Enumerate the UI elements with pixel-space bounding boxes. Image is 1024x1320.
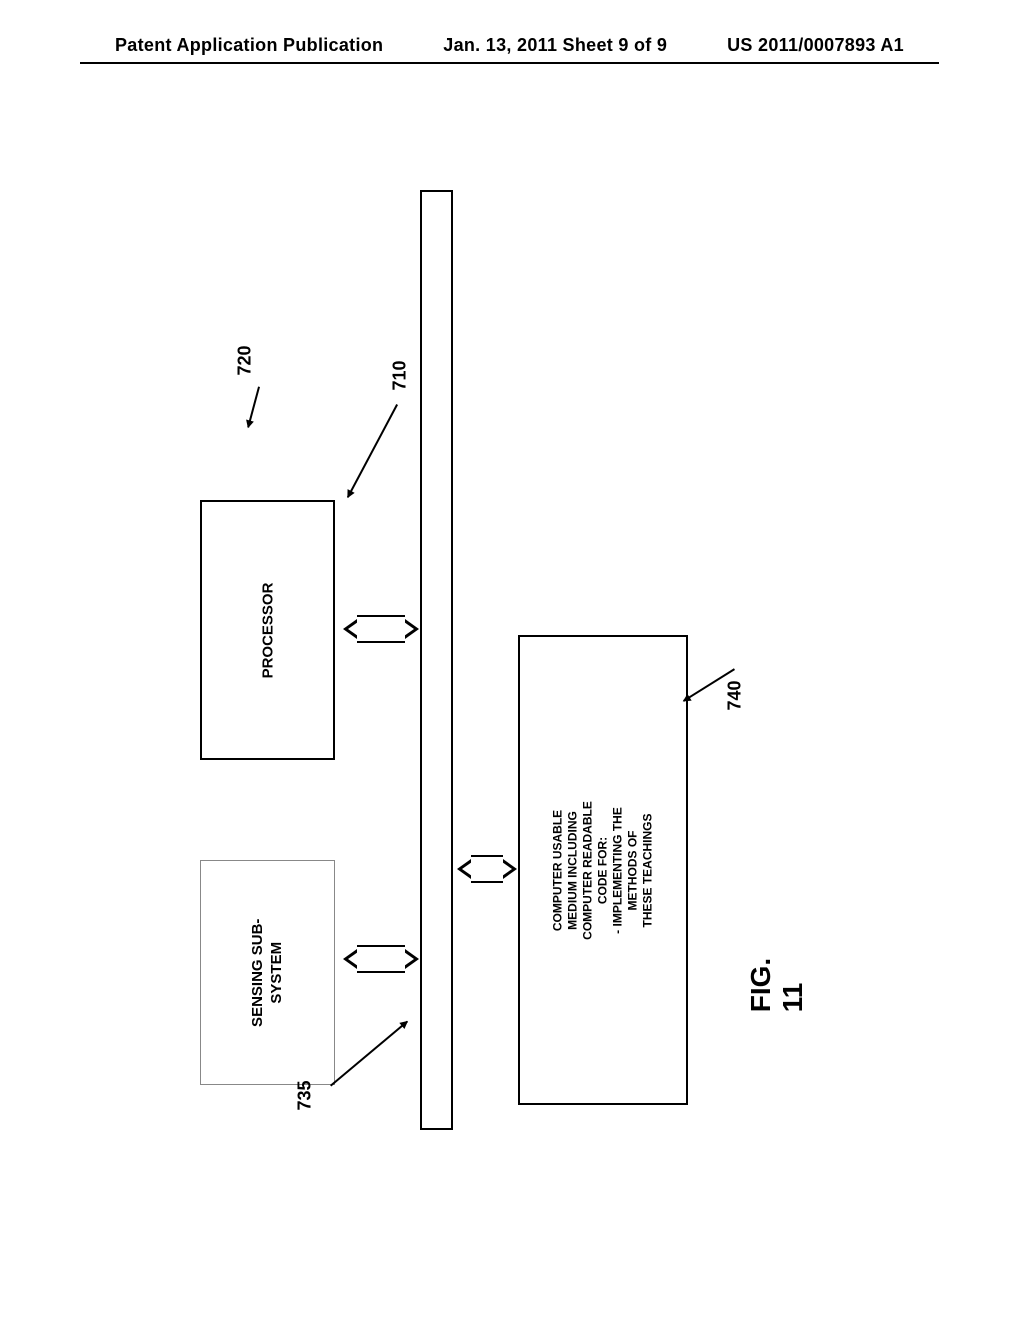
processor-label: PROCESSOR (259, 582, 276, 678)
sensing-line1: SENSING SUB- (249, 918, 266, 1026)
page-header: Patent Application Publication Jan. 13, … (0, 35, 1024, 56)
leader-735 (330, 1021, 408, 1087)
medium-box: COMPUTER USABLE MEDIUM INCLUDING COMPUTE… (518, 635, 688, 1105)
arrow-bus-medium (471, 855, 503, 883)
figure-11-diagram: SENSING SUB- SYSTEM 720 PROCESSOR 710 73… (200, 190, 800, 1130)
header-left: Patent Application Publication (115, 35, 383, 56)
sensing-subsystem-box: SENSING SUB- SYSTEM (200, 860, 335, 1085)
medium-line1: COMPUTER USABLE MEDIUM INCLUDING (551, 809, 580, 930)
sensing-line2: SYSTEM (268, 942, 285, 1004)
medium-line3: - IMPLEMENTING THE METHODS OF (611, 807, 640, 934)
ref-710: 710 (390, 360, 411, 390)
header-right: US 2011/0007893 A1 (727, 35, 904, 56)
processor-box: PROCESSOR (200, 500, 335, 760)
medium-line4: THESE TEACHINGS (641, 813, 655, 927)
ref-740: 740 (725, 680, 746, 710)
bus-box (420, 190, 453, 1130)
medium-line2: COMPUTER READABLE CODE FOR: (581, 801, 610, 940)
leader-710 (347, 404, 398, 498)
header-center: Jan. 13, 2011 Sheet 9 of 9 (443, 35, 667, 56)
header-rule (80, 62, 939, 64)
sensing-subsystem-label: SENSING SUB- SYSTEM (249, 906, 287, 1039)
leader-720 (247, 386, 260, 427)
ref-720: 720 (235, 345, 256, 375)
ref-735: 735 (295, 1080, 316, 1110)
figure-label: FIG. 11 (745, 958, 809, 1012)
medium-label: COMPUTER USABLE MEDIUM INCLUDING COMPUTE… (551, 787, 656, 953)
arrow-processor-bus (357, 615, 405, 643)
arrow-sensing-bus (357, 945, 405, 973)
